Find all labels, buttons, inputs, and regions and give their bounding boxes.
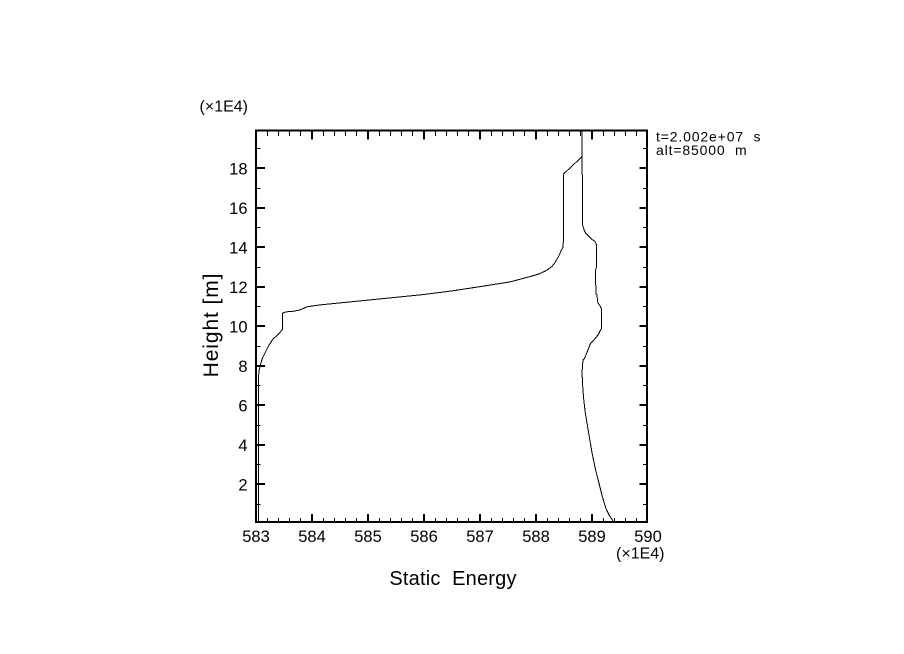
svg-text:8: 8	[238, 358, 247, 376]
svg-text:Static Energy: Static Energy	[389, 568, 516, 590]
svg-text:587: 587	[466, 528, 494, 546]
svg-text:589: 589	[578, 528, 606, 546]
svg-text:584: 584	[298, 528, 326, 546]
svg-text:2: 2	[238, 476, 247, 494]
svg-text:(×1E4): (×1E4)	[616, 546, 664, 563]
svg-text:586: 586	[410, 528, 438, 546]
svg-text:18: 18	[229, 160, 247, 178]
svg-text:590: 590	[634, 528, 662, 546]
svg-text:16: 16	[229, 200, 247, 218]
svg-text:583: 583	[242, 528, 270, 546]
svg-text:alt=85000 m: alt=85000 m	[656, 142, 748, 158]
svg-text:(×1E4): (×1E4)	[200, 99, 248, 116]
svg-text:4: 4	[238, 437, 247, 455]
svg-text:10: 10	[229, 318, 247, 336]
svg-text:12: 12	[229, 279, 247, 297]
svg-text:Height [m]: Height [m]	[200, 273, 223, 378]
svg-text:585: 585	[354, 528, 382, 546]
svg-text:588: 588	[522, 528, 550, 546]
svg-text:14: 14	[229, 239, 247, 257]
svg-text:6: 6	[238, 397, 247, 415]
svg-text:t=2.002e+07 s: t=2.002e+07 s	[656, 128, 761, 144]
